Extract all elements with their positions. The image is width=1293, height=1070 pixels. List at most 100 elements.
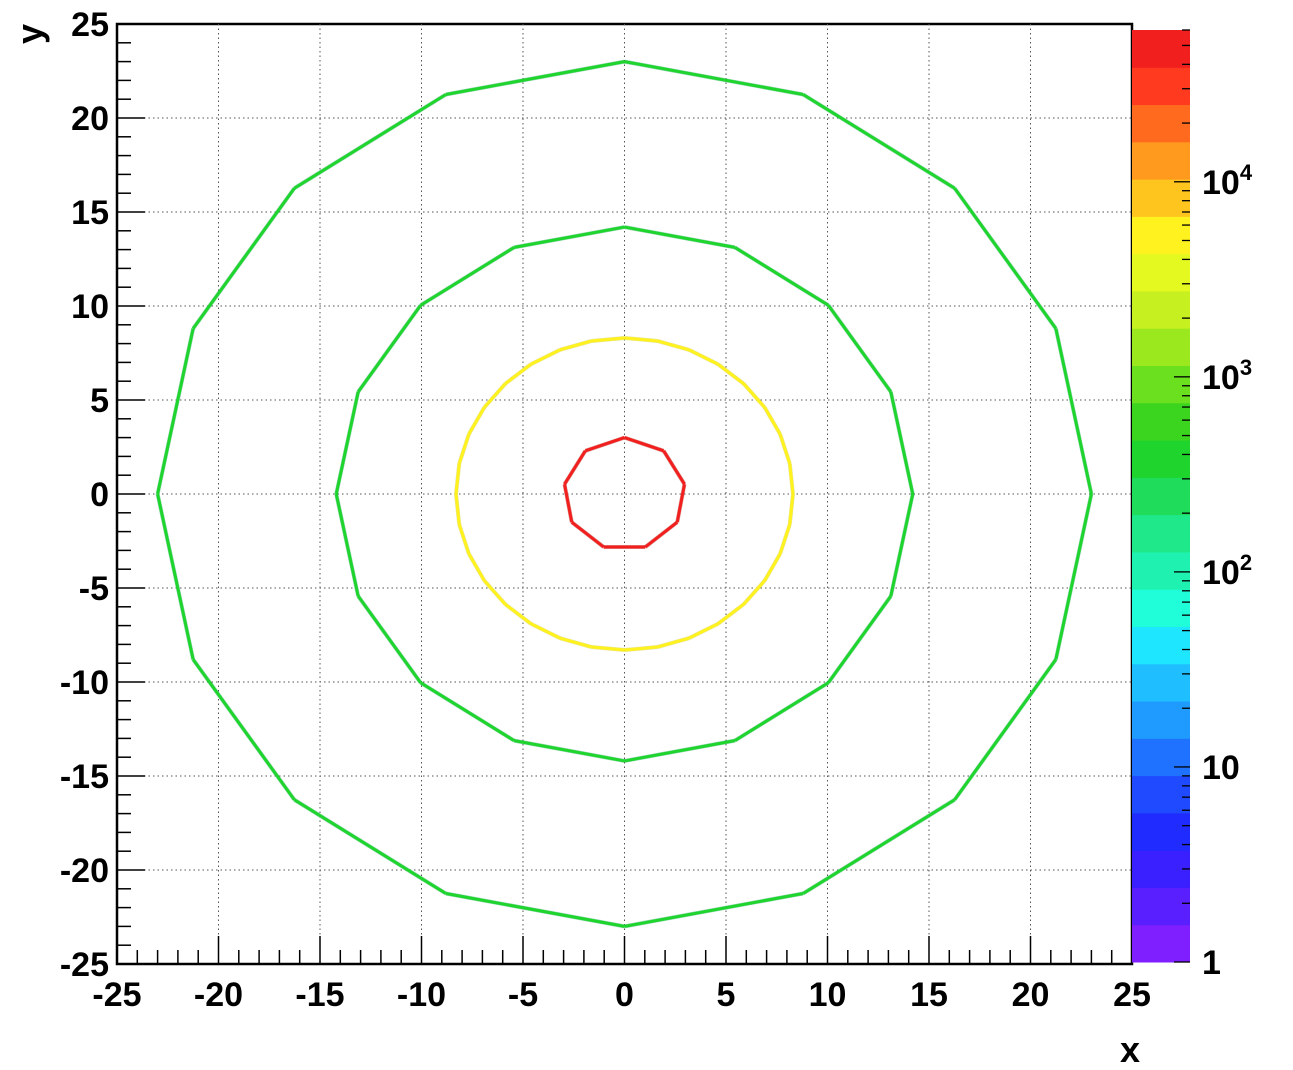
data-segment [530, 348, 561, 366]
color-bar-band [1132, 738, 1190, 777]
data-segment [827, 304, 893, 393]
color-bar-band [1132, 365, 1190, 404]
data-segment [570, 521, 605, 549]
data-segment [656, 636, 690, 649]
data-segment [445, 892, 625, 928]
color-bar-band [1132, 141, 1190, 180]
x-tick-label: 20 [1012, 976, 1050, 1014]
y-axis-title: y [9, 24, 50, 44]
data-segment [513, 225, 625, 249]
y-tick-label: -15 [60, 758, 109, 796]
color-bar-band [1132, 775, 1190, 814]
x-tick-label: 25 [1113, 976, 1151, 1014]
x-tick-label: 5 [717, 976, 736, 1014]
color-bar-label: 1 [1202, 944, 1221, 982]
data-segment [334, 493, 360, 597]
data-segment [483, 579, 507, 606]
color-bar-band [1132, 850, 1190, 888]
data-segment [293, 798, 447, 895]
color-bar-band [1132, 179, 1190, 217]
color-bar-band [1132, 328, 1190, 367]
data-segment [734, 246, 830, 307]
data-segment [454, 493, 461, 525]
color-bar-band [1132, 104, 1190, 143]
y-tick-label: 0 [90, 476, 109, 514]
data-segment [191, 658, 296, 801]
x-tick-label: 15 [910, 976, 948, 1014]
data-segment [675, 483, 686, 523]
data-segment [467, 406, 486, 436]
data-segment [624, 60, 804, 96]
data-segment [591, 645, 625, 652]
data-segment [504, 363, 532, 385]
data-segment [624, 739, 736, 763]
data-segment [889, 391, 915, 495]
color-bar-band [1132, 290, 1190, 329]
data-segment [624, 336, 658, 343]
data-segment [788, 463, 795, 495]
data-segment [483, 382, 507, 409]
data-segment [656, 339, 690, 352]
color-bar-band [1132, 626, 1190, 665]
color-bar-band [1132, 663, 1190, 702]
data-segment [662, 450, 686, 485]
color-bar-labels: 1 10 102 103 104 [1202, 160, 1253, 982]
data-segment [356, 595, 422, 684]
data-segment [563, 450, 587, 485]
data-segment [1054, 493, 1093, 660]
data-segment [467, 552, 486, 582]
plot-frame [115, 22, 1134, 966]
color-bar-band [1132, 887, 1190, 926]
color-bar-band [1132, 67, 1190, 106]
y-tick-label: -25 [60, 946, 109, 984]
data-segment [953, 658, 1058, 801]
color-bar-band [1132, 30, 1190, 68]
data-segment [156, 493, 195, 660]
data-segment [457, 523, 471, 555]
data-segment [356, 304, 422, 393]
y-tick-label: 20 [71, 100, 109, 138]
y-tick-label: 5 [90, 382, 109, 420]
x-tick-label: -20 [194, 976, 243, 1014]
data-segment [788, 493, 795, 525]
data-segment [624, 436, 665, 453]
y-tick-label: -5 [79, 570, 109, 608]
data-segment [457, 433, 471, 465]
data-segment [742, 382, 766, 409]
color-bar [1132, 29, 1190, 963]
color-bar-band [1132, 216, 1190, 255]
data-segment [419, 246, 515, 307]
y-tick-label: -10 [60, 664, 109, 702]
data-segment [624, 225, 736, 249]
data-segment [559, 636, 593, 649]
data-segment [624, 645, 658, 652]
data-segment [688, 348, 719, 366]
x-tick-label: -15 [295, 976, 344, 1014]
data-segment [717, 363, 745, 385]
data-segment [584, 436, 625, 453]
data-segment [763, 406, 782, 436]
data-segment [734, 681, 830, 742]
color-bar-band [1132, 551, 1190, 590]
data-segment [563, 483, 574, 523]
data-segment [742, 579, 766, 606]
data-segment [191, 187, 296, 330]
data-segment [591, 336, 625, 343]
data-segment [559, 339, 593, 352]
y-tick-label: -20 [60, 852, 109, 890]
data-segment [530, 622, 561, 640]
y-tick-label: 25 [71, 6, 109, 44]
y-tick-labels: 25 20 15 10 5 0 -5 -10 -15 -20 -25 [60, 6, 109, 984]
data-segment [802, 798, 956, 895]
color-bar-label: 102 [1202, 550, 1252, 592]
data-segment [445, 60, 625, 96]
data-segment [802, 93, 956, 190]
x-tick-label: 10 [809, 976, 847, 1014]
data-segment [778, 523, 792, 555]
data-segment [504, 603, 532, 625]
grid-lines [117, 24, 1132, 964]
x-tick-label: 0 [615, 976, 634, 1014]
data-segment [454, 463, 461, 495]
y-tick-label: 15 [71, 194, 109, 232]
color-bar-band [1132, 253, 1190, 292]
